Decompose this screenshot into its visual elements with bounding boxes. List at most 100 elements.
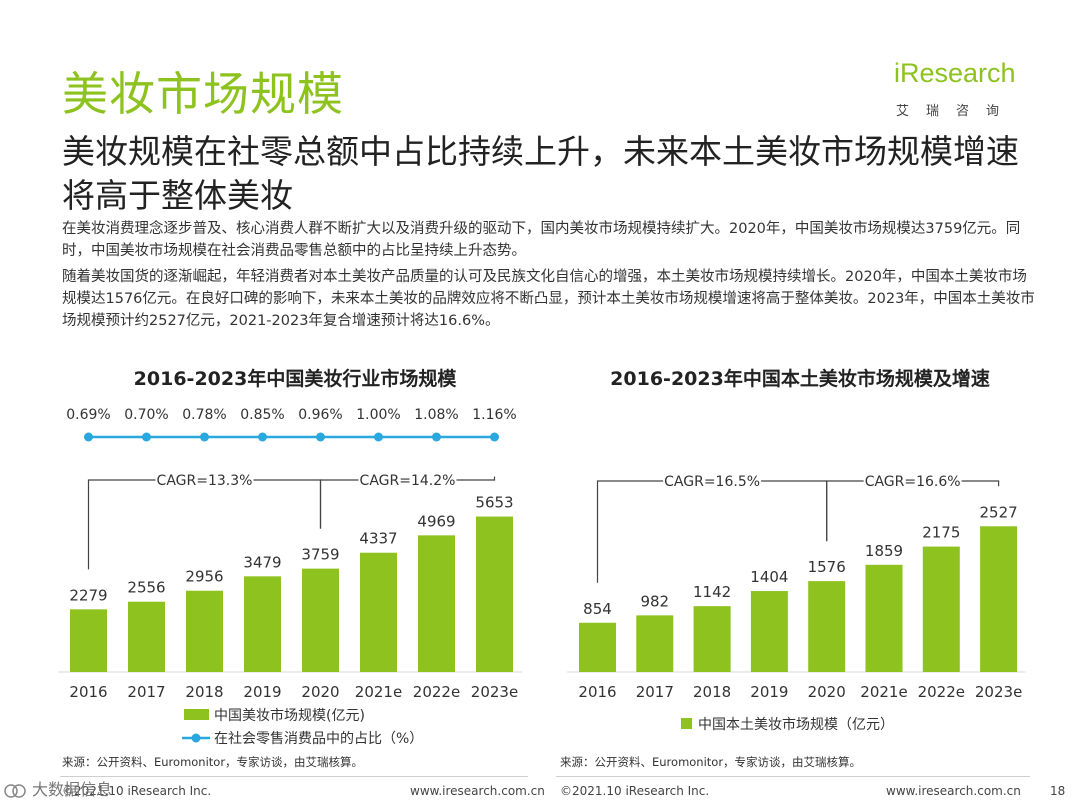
chart2-x-tick-2022e: 2022e [918,683,965,701]
chart1-bar-2021e [360,552,397,672]
chart1-source: 来源：公开资料、Euromonitor，专家访谈，由艾瑞核算。 [62,755,364,769]
chart1-share-point-2016 [84,432,93,442]
chart1-share-label-2016: 0.69% [66,407,110,423]
watermark: 大数据信息 [4,776,112,800]
chart2-bar-2016 [579,622,616,672]
chart2-bar-2021e [865,564,903,672]
chart1-x-tick-2020: 2020 [301,683,339,701]
chart1-cagr-label-1: CAGR=13.3% [157,473,253,489]
chart1-bar-2023e [476,516,513,672]
iresearch-logo: iResearch 艾瑞咨询 [894,58,1026,120]
footer-divider-left [60,776,528,777]
chart1-cagr-bracket-2-left [319,479,359,529]
chart2-cagr-bracket-2-right [961,480,1000,487]
watermark-text: 大数据信息 [32,780,113,799]
chart1-cagr-bracket-2-right [456,476,496,481]
chart2-cagr-label-1: CAGR=16.5% [664,474,760,490]
chart1-share-label-2023e: 1.16% [472,407,516,423]
chart1-bar-label-2022e: 4969 [417,512,455,530]
chart2-bar-label-2019: 1404 [750,568,788,586]
chart2-title: 2016-2023年中国本土美妆市场规模及增速 [610,368,990,390]
footer-copyright-right: ©2021.10 iResearch Inc. [560,784,710,798]
chart1-x-tick-2022e: 2022e [413,683,460,701]
chart1-legend-bar-label: 中国美妆市场规模(亿元) [214,707,365,724]
footer-website-left[interactable]: www.iresearch.com.cn [410,784,545,798]
chart2-bar-2018 [693,606,731,672]
chart1-x-tick-2017: 2017 [127,683,165,701]
chart1-x-tick-2019: 2019 [243,683,281,701]
chart2-cagr-bracket-1-right [761,480,828,542]
headline: 美妆规模在社零总额中占比持续上升，未来本土美妆市场规模增速将高于整体美妆 [62,132,1019,215]
chart2-legend-bar-label: 中国本土美妆市场规模（亿元） [698,716,894,733]
chart1-cagr-label-2: CAGR=14.2% [360,473,456,489]
chart1-bar-2017 [128,601,165,672]
chart1-bar-label-2020: 3759 [301,546,339,564]
chart2-cagr-bracket-1-left [596,480,664,583]
chart1-bar-label-2023e: 5653 [475,494,513,512]
chart1-share-point-2022e [432,432,441,442]
chart2-bar-2020 [808,581,846,672]
chart2-bar-label-2017: 982 [640,592,669,610]
chart1-share-label-2018: 0.78% [182,407,226,423]
chart1-bar-label-2021e: 4337 [359,530,397,548]
chart1-bar-label-2017: 2556 [127,579,165,597]
chart2-bar-2022e [922,546,960,672]
chart2-bar-2017 [636,615,674,672]
footer-divider-right [556,776,1030,777]
chart1-x-tick-2021e: 2021e [355,683,402,701]
chart2-bar-label-2020: 1576 [808,558,846,576]
chart1-share-point-2019 [258,432,267,442]
chart1-x-tick-2023e: 2023e [471,683,518,701]
footer-copyright-left: ©2021.10 iResearch Inc. [62,784,212,798]
logo-wordmark: iResearch [894,58,1016,88]
watermark-logo-icon [4,783,26,798]
chart1-bar-2018 [186,590,223,672]
logo-chinese: 艾瑞咨询 [896,104,1017,119]
chart2-x-tick-2020: 2020 [808,683,846,701]
chart1-cagr-bracket-1-right [253,479,322,529]
chart1-share-label-2019: 0.85% [240,407,284,423]
chart1-x-tick-2016: 2016 [69,683,107,701]
chart1-share-point-2021e [374,432,383,442]
chart2-source: 来源：公开资料、Euromonitor，专家访谈，由艾瑞核算。 [560,755,862,769]
chart1-share-point-2023e [490,432,499,442]
chart2-bar-label-2021e: 1859 [865,542,903,560]
chart1-bar-2020 [302,568,339,672]
chart1-share-label-2020: 0.96% [298,407,342,423]
chart2-x-tick-2016: 2016 [578,683,616,701]
chart1-bar-label-2019: 3479 [243,553,281,571]
chart2-x-tick-2023e: 2023e [975,683,1022,701]
chart1-bar-2016 [70,609,107,672]
chart1-bar-label-2016: 2279 [69,586,107,604]
chart2-bar-2023e [980,526,1018,672]
chart2-legend-bar-swatch [681,718,692,729]
chart2-bar-label-2018: 1142 [693,583,731,601]
chart2-bar-label-2016: 854 [583,600,612,618]
chart2-x-tick-2019: 2019 [750,683,788,701]
chart1-share-point-2018 [200,432,209,442]
chart1-share-point-2020 [316,432,325,442]
chart1-x-tick-2018: 2018 [185,683,223,701]
footer-website-right[interactable]: www.iresearch.com.cn [886,784,1021,798]
chart2-x-tick-2018: 2018 [693,683,731,701]
chart1-share-label-2022e: 1.08% [414,407,458,423]
chart2-x-tick-2017: 2017 [636,683,674,701]
body-paragraph-1: 在美妆消费理念逐步普及、核心消费人群不断扩大以及消费升级的驱动下，国内美妆市场规… [62,221,1021,259]
chart2-x-tick-2021e: 2021e [860,683,907,701]
page-number: 18 [1050,784,1066,798]
chart1-share-label-2017: 0.70% [124,407,168,423]
chart2-bar-label-2023e: 2527 [980,503,1018,521]
chart1-share-label-2021e: 1.00% [356,407,400,423]
chart2-bar-2019 [750,591,788,672]
body-paragraph-2: 随着美妆国货的逐渐崛起，年轻消费者对本土美妆产品质量的认可及民族文化自信心的增强… [62,269,1035,329]
chart1-cagr-bracket-1-left [87,479,156,570]
chart1-share-point-2017 [142,432,151,442]
chart2-cagr-label-2: CAGR=16.6% [865,474,961,490]
chart1-bar-2019 [244,576,281,672]
chart1-legend-bar-swatch [184,709,209,720]
chart2-cagr-bracket-2-left [826,480,864,542]
page-title: 美妆市场规模 [62,67,344,121]
chart1-bar-2022e [418,535,455,672]
chart1-legend-line-label: 在社会零售消费品中的占比（%） [214,731,423,747]
